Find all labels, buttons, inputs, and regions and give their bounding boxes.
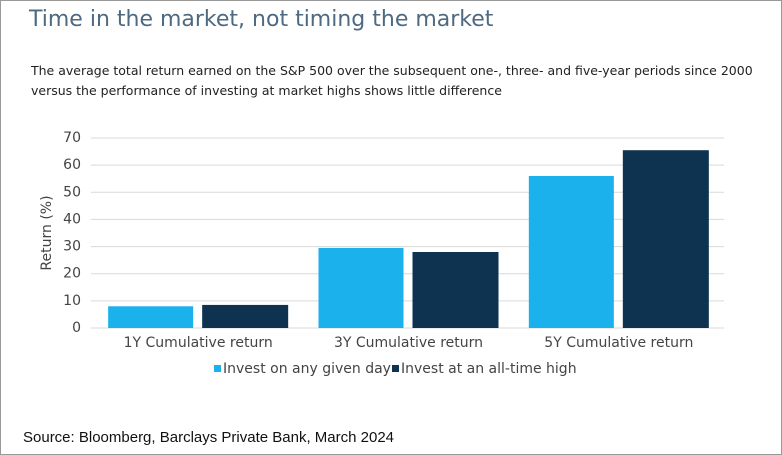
bar bbox=[318, 247, 404, 328]
x-tick-label: 1Y Cumulative return bbox=[124, 335, 273, 351]
bar bbox=[528, 176, 614, 328]
x-tick-label: 3Y Cumulative return bbox=[334, 335, 483, 351]
y-tick-label: 60 bbox=[63, 157, 81, 173]
legend-label: Invest on any given day bbox=[223, 361, 391, 377]
y-tick-label: 20 bbox=[63, 266, 81, 282]
bar bbox=[412, 252, 499, 328]
x-tick-label: 5Y Cumulative return bbox=[544, 335, 693, 351]
y-tick-label: 0 bbox=[72, 320, 81, 336]
chart: Return (%) 0 10 20 30 40 50 60 70 1Y Cumulative … bbox=[39, 130, 724, 377]
bar bbox=[622, 150, 709, 328]
y-tick-label: 50 bbox=[63, 184, 81, 200]
bar bbox=[202, 304, 289, 328]
legend-swatch bbox=[214, 365, 221, 372]
y-axis-label: Return (%) bbox=[39, 195, 55, 270]
chart-title: Time in the market, not timing the marke… bbox=[29, 7, 494, 32]
bar bbox=[108, 306, 194, 328]
y-tick-label: 10 bbox=[63, 293, 81, 309]
chart-subtitle: The average total return earned on the S… bbox=[31, 63, 753, 98]
y-tick-label: 40 bbox=[63, 211, 81, 227]
legend-label: Invest at an all-time high bbox=[401, 361, 577, 377]
source-note: Source: Bloomberg, Barclays Private Bank… bbox=[23, 429, 395, 446]
y-tick-label: 30 bbox=[63, 239, 81, 255]
y-tick-label: 70 bbox=[63, 130, 81, 146]
legend-swatch bbox=[392, 365, 399, 372]
